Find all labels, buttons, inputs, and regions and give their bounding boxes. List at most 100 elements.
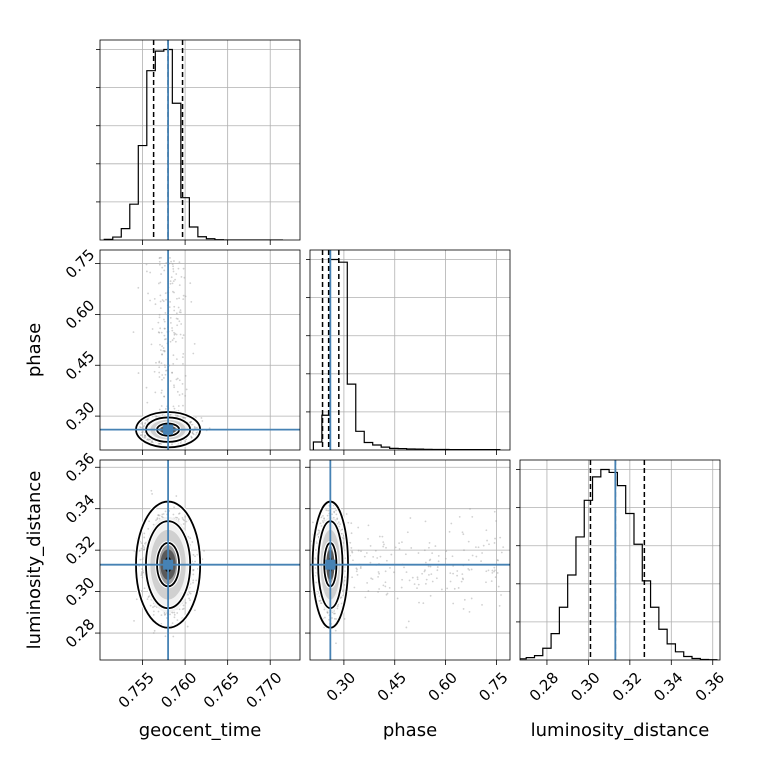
sample-point [190,420,192,423]
hist-bar-geocent_time-4 [138,146,147,240]
sample-point [320,516,323,519]
sample-point [428,559,431,562]
sample-point [376,557,379,559]
y-tick-label-luminosity_distance-2: 0.32 [62,532,98,568]
sample-point [482,544,485,547]
sample-point [160,331,163,334]
sample-point [172,635,175,638]
sample-point [499,536,502,539]
sample-point [171,339,174,342]
sample-point [378,535,381,538]
panel-geocent_time-vs-luminosity_distance [100,460,300,660]
sample-point [340,532,343,535]
sample-point [190,300,193,303]
sample-point [176,619,179,622]
sample-point [140,571,143,573]
sample-point [162,513,165,515]
sample-point [200,417,203,419]
sample-point [140,547,143,550]
sample-point [453,587,456,590]
y-tick-label-phase-2: 0.60 [62,296,98,332]
sample-point [201,420,204,422]
sample-point [143,436,146,439]
sample-point [192,352,195,355]
sample-point [477,546,480,549]
sample-point [398,548,401,550]
sample-point [182,353,185,355]
sample-point [469,508,471,510]
sample-point [159,281,162,284]
sample-point [334,612,336,615]
sample-point [176,390,179,393]
sample-point [182,416,185,419]
panel-frame [99,459,301,661]
sample-point [177,405,180,407]
sample-point [160,443,163,445]
sample-point [158,514,161,517]
sample-point [156,518,159,521]
sample-point [184,394,187,397]
sample-point [163,264,166,267]
sample-point [350,547,353,549]
panel-geocent_time-vs-phase [100,250,300,450]
sample-point [164,292,167,295]
sample-point [393,571,395,574]
x-tick-label-geocent_time-2: 0.765 [200,669,243,712]
sample-point [471,515,474,518]
sample-point [425,578,428,581]
sample-point [159,256,161,259]
sample-point [323,616,326,619]
sample-point [497,559,499,562]
sample-point [416,578,419,581]
sample-point [169,613,171,616]
sample-point [203,549,205,552]
hist-bar-geocent_time-8 [172,103,181,240]
sample-point [335,509,337,512]
sample-point [189,421,191,424]
sample-point [416,587,418,589]
sample-point [185,520,188,523]
sample-point [428,541,431,544]
sample-point [172,337,175,340]
x-tick-label-geocent_time-3: 0.770 [242,669,285,712]
y-tick-label-luminosity_distance-3: 0.34 [62,491,98,527]
sample-point [159,300,162,303]
sample-point [460,580,463,583]
hist-bar-luminosity_distance-10 [601,470,609,660]
sample-point [317,529,320,532]
sample-point [177,267,180,270]
sample-point [169,340,172,343]
sample-point [175,317,178,320]
sample-point [462,533,465,536]
panel-geocent_time-vs-geocent_time [100,40,300,240]
sample-point [190,435,193,438]
sample-point [192,553,195,556]
hist-bar-geocent_time-10 [189,227,198,240]
sample-point [146,438,149,441]
hist-bar-luminosity_distance-9 [593,477,601,660]
sample-point [394,546,397,549]
sample-point [135,598,138,601]
hist-bar-luminosity_distance-18 [667,644,675,660]
sample-point [320,602,323,604]
sample-point [165,298,167,301]
sample-point [320,525,323,527]
sample-point [169,300,172,303]
sample-point [160,389,163,392]
sample-point [145,386,148,389]
sample-point [133,619,135,622]
sample-point [317,533,319,535]
sample-point [138,550,141,552]
sample-point [178,297,181,300]
sample-point [145,419,148,422]
sample-point [182,416,185,419]
sample-point [160,349,162,352]
sample-point [359,565,362,568]
sample-point [403,566,405,569]
sample-point [452,572,455,575]
sample-point [158,360,161,363]
sample-point [326,514,329,517]
sample-point [183,519,185,522]
sample-point [148,595,150,598]
sample-point [160,256,163,259]
